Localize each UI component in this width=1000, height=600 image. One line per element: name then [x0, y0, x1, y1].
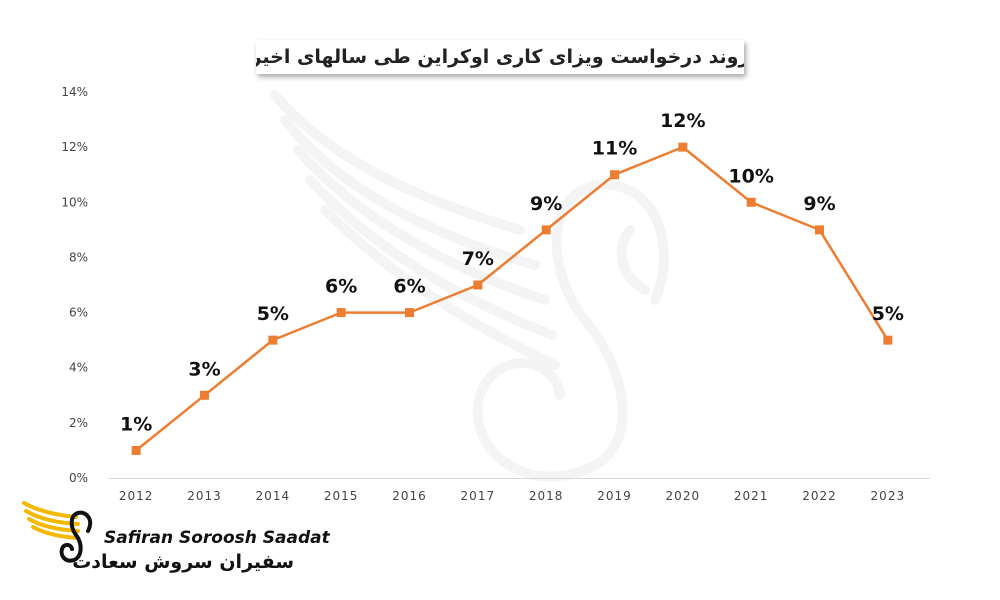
- data-label: 3%: [188, 358, 220, 380]
- y-tick-label: 8%: [69, 250, 88, 264]
- data-labels: 1% 3% 5% 6% 6% 7% 9% 11% 12% 10% 9% 5%: [120, 110, 904, 435]
- x-tick-label: 2013: [187, 489, 222, 503]
- data-label: 11%: [592, 138, 637, 160]
- y-axis-ticks: 0% 2% 4% 6% 8% 10% 12% 14%: [61, 85, 88, 485]
- data-point-marker: [131, 445, 141, 455]
- x-tick-label: 2015: [324, 489, 359, 503]
- y-tick-label: 10%: [61, 195, 88, 209]
- x-tick-label: 2016: [392, 489, 427, 503]
- data-point-marker: [200, 390, 209, 400]
- x-tick-label: 2017: [461, 489, 496, 503]
- data-point-marker: [541, 225, 551, 235]
- series-line: [135, 145, 889, 452]
- x-tick-label: 2014: [256, 489, 291, 503]
- data-point-marker: [883, 335, 893, 345]
- chart-title: روند درخواست ویزای کاری اوکراین طی سالها…: [256, 40, 744, 74]
- data-label: 5%: [257, 303, 289, 325]
- series-markers: [131, 142, 893, 455]
- y-tick-label: 12%: [61, 140, 88, 154]
- y-tick-label: 6%: [69, 306, 88, 320]
- y-tick-label: 4%: [69, 361, 88, 375]
- data-point-marker: [610, 170, 619, 180]
- data-point-marker: [746, 197, 756, 207]
- brand-name-fa: سفیران سروش سعادت: [72, 551, 294, 573]
- y-tick-label: 2%: [69, 416, 88, 430]
- x-tick-label: 2019: [597, 489, 632, 503]
- x-tick-label: 2022: [802, 489, 837, 503]
- data-label: 12%: [660, 110, 705, 132]
- x-tick-label: 2012: [119, 489, 154, 503]
- x-axis-ticks: 2012 2013 2014 2015 2016 2017 2018 2019 2020 2021…: [119, 489, 906, 503]
- data-label: 6%: [393, 276, 425, 298]
- data-label: 1%: [120, 413, 152, 435]
- data-point-marker: [268, 335, 278, 345]
- x-tick-label: 2023: [871, 489, 906, 503]
- x-tick-label: 2020: [666, 489, 701, 503]
- brand-name-en: Safiran Soroosh Saadat: [104, 528, 330, 548]
- data-point-marker: [473, 280, 483, 290]
- x-tick-label: 2018: [529, 489, 564, 503]
- brand-logo: Safiran Soroosh Saadat سفیران سروش سعادت: [20, 497, 330, 587]
- swan-wing-watermark-icon: [270, 90, 669, 482]
- data-point-marker: [405, 308, 414, 318]
- data-label: 9%: [803, 193, 835, 215]
- data-point-marker: [336, 308, 346, 318]
- data-point-marker: [815, 225, 824, 235]
- y-tick-label: 0%: [69, 471, 88, 485]
- x-tick-label: 2021: [734, 489, 769, 503]
- data-label: 9%: [530, 193, 562, 215]
- data-label: 10%: [728, 165, 773, 187]
- data-point-marker: [678, 142, 688, 152]
- data-label: 5%: [872, 303, 904, 325]
- data-label: 6%: [325, 276, 357, 298]
- data-label: 7%: [462, 248, 494, 270]
- swan-logo-icon: [22, 501, 93, 563]
- y-tick-label: 14%: [61, 85, 88, 99]
